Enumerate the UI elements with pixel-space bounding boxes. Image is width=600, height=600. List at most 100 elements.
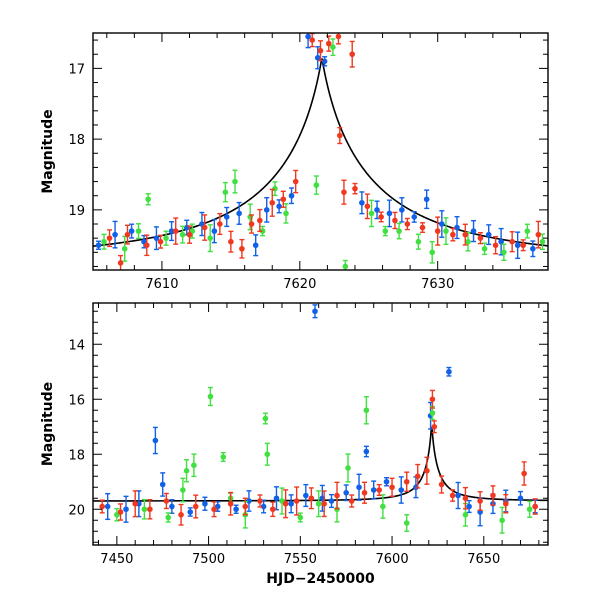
top-panel-zoom: 7610 7620 7630 17 18 19 Magnitude	[40, 32, 549, 292]
data-point	[147, 498, 153, 520]
data-point	[517, 490, 524, 506]
data-point	[132, 490, 138, 518]
y-axis-title: Magnitude	[40, 382, 56, 466]
data-point	[257, 208, 263, 233]
data-point	[168, 221, 175, 242]
model-curve	[93, 427, 548, 502]
data-point	[99, 499, 105, 514]
data-point	[356, 473, 362, 501]
data-point	[382, 225, 389, 237]
data-point	[376, 483, 383, 497]
data-point	[186, 225, 193, 244]
data-point	[233, 504, 239, 514]
data-point	[328, 493, 335, 509]
data-point	[477, 232, 484, 245]
data-point	[269, 501, 276, 518]
x-tick-label: 7450	[100, 552, 133, 567]
data-point	[348, 494, 355, 508]
data-point	[104, 492, 111, 521]
data-point	[201, 214, 208, 241]
data-point	[321, 490, 327, 518]
data-point	[293, 486, 300, 516]
x-tick-label: 7500	[192, 552, 225, 567]
data-point	[222, 181, 229, 203]
data-point	[192, 494, 199, 519]
data-point	[303, 483, 309, 508]
data-point	[454, 215, 460, 240]
data-point	[429, 389, 436, 409]
data-point	[470, 219, 477, 243]
data-point	[535, 220, 542, 249]
data-point	[337, 126, 343, 145]
data-point	[121, 235, 128, 262]
data-point	[282, 489, 289, 519]
y-tick-label: 19	[68, 204, 85, 219]
data-point	[345, 453, 351, 483]
data-point	[313, 175, 320, 195]
data-point	[292, 169, 299, 194]
data-point	[305, 33, 311, 49]
data-point	[269, 188, 276, 217]
data-point	[389, 477, 395, 497]
data-point	[199, 211, 205, 237]
x-tick-label: 7630	[421, 277, 454, 292]
data-point	[202, 496, 208, 511]
data-point	[485, 224, 492, 246]
data-point	[246, 490, 252, 512]
data-point	[180, 477, 186, 503]
data-point	[178, 503, 184, 526]
data-point	[207, 386, 214, 407]
data-point	[239, 238, 245, 259]
data-point	[312, 304, 318, 319]
data-point	[232, 169, 238, 194]
data-point	[252, 234, 259, 257]
data-point	[524, 223, 531, 239]
data-point	[273, 486, 280, 511]
data-point	[169, 499, 175, 514]
data-point	[446, 366, 452, 377]
y-tick-label: 17	[68, 62, 85, 77]
x-tick-label: 7650	[467, 552, 500, 567]
data-point	[211, 501, 217, 518]
data-point	[276, 199, 282, 214]
data-point	[532, 498, 538, 515]
data-point	[383, 477, 390, 487]
data-point	[359, 191, 365, 215]
data-point	[526, 500, 533, 518]
bottom-panel-full: 7450 7500 7550 7600 7650 14 16 18 20 Magnitude HJD…	[40, 302, 549, 587]
data-point	[477, 491, 483, 511]
data-point	[288, 187, 295, 205]
data-point	[378, 211, 384, 223]
data-point	[141, 498, 148, 520]
x-axis-title: HJD−2450000	[266, 571, 375, 587]
data-point	[128, 223, 135, 239]
data-point	[159, 472, 166, 497]
data-point	[321, 56, 328, 67]
data-point	[123, 495, 129, 523]
data-point	[429, 240, 435, 264]
data-point	[443, 217, 449, 246]
data-point	[450, 227, 456, 242]
data-point	[414, 463, 421, 489]
data-point	[514, 231, 521, 260]
data-point	[191, 453, 197, 478]
x-tick-label: 7600	[376, 552, 409, 567]
data-point	[260, 499, 267, 514]
data-point	[403, 514, 410, 532]
data-point	[152, 426, 159, 455]
y-tick-label: 16	[68, 393, 85, 408]
y-tick-label: 18	[68, 448, 85, 463]
data-point	[315, 490, 322, 518]
data-point	[187, 507, 194, 517]
data-point	[334, 481, 340, 510]
data-point	[112, 220, 118, 249]
data-point	[280, 190, 287, 208]
data-point	[317, 40, 324, 62]
data-point	[343, 484, 349, 502]
data-point	[172, 217, 179, 245]
data-point	[227, 491, 234, 516]
data-point	[419, 222, 426, 234]
data-point	[364, 193, 371, 220]
data-point	[183, 459, 190, 483]
